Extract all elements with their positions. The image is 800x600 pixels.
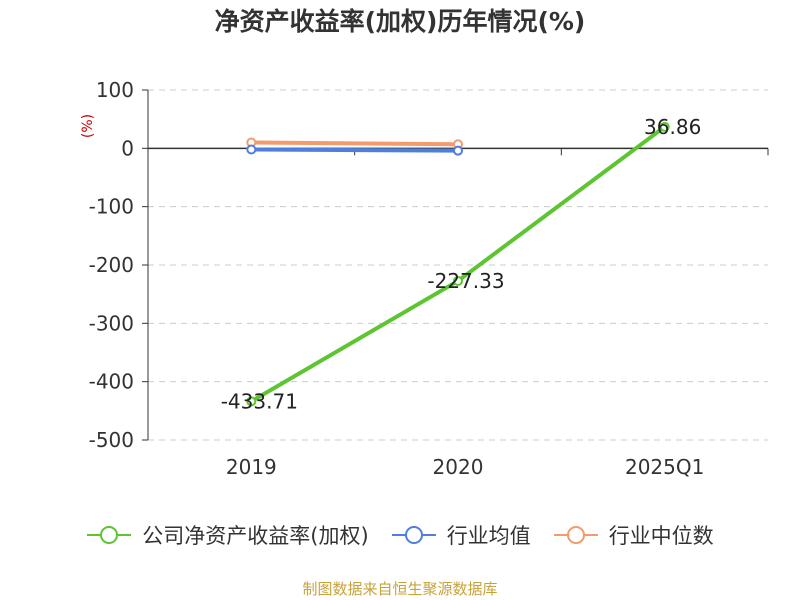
x-tick-label: 2020: [433, 455, 484, 479]
y-tick-label: -500: [89, 428, 134, 452]
series-line-1: [249, 147, 460, 153]
legend-swatch-icon: [553, 526, 598, 544]
data-point-1: [453, 145, 463, 156]
y-tick-label: -200: [89, 253, 134, 277]
source-note: 制图数据来自恒生聚源数据库: [302, 580, 498, 598]
x-tick-label: 2019: [226, 455, 277, 479]
data-label: -227.33: [427, 269, 504, 293]
legend-swatch-marker: [404, 526, 423, 544]
y-tick-label: -300: [89, 311, 134, 335]
chart-title: 净资产收益率(加权)历年情况(%): [214, 7, 586, 36]
data-label: -433.71: [221, 389, 298, 413]
y-tick-label: 0: [121, 136, 134, 160]
legend-item-2[interactable]: 行业中位数: [553, 520, 714, 550]
data-point-0: [246, 396, 257, 407]
legend-label: 行业中位数: [608, 524, 714, 548]
x-tick-label: 2025Q1: [625, 455, 704, 479]
legend: 公司净资产收益率(加权) 行业均值 行业中位数: [0, 520, 800, 550]
data-point-0: [453, 275, 463, 286]
y-tick-label: 100: [96, 78, 134, 102]
data-point-0: [659, 121, 670, 132]
legend-swatch-marker: [566, 526, 585, 544]
legend-swatch-icon: [87, 526, 132, 544]
series-line-0: [249, 124, 667, 404]
y-axis-unit: (%): [80, 114, 96, 138]
legend-label: 公司净资产收益率(加权): [142, 524, 369, 548]
legend-swatch-marker: [100, 526, 119, 544]
legend-swatch-icon: [391, 526, 436, 544]
y-tick-label: -100: [89, 195, 134, 219]
y-tick-label: -400: [89, 370, 134, 394]
data-label: 36.86: [644, 115, 701, 139]
legend-item-0[interactable]: 公司净资产收益率(加权): [86, 520, 369, 550]
series-line-2: [249, 140, 460, 147]
legend-label: 行业均值: [446, 524, 531, 548]
data-point-1: [246, 144, 257, 155]
legend-item-1[interactable]: 行业均值: [391, 520, 531, 550]
